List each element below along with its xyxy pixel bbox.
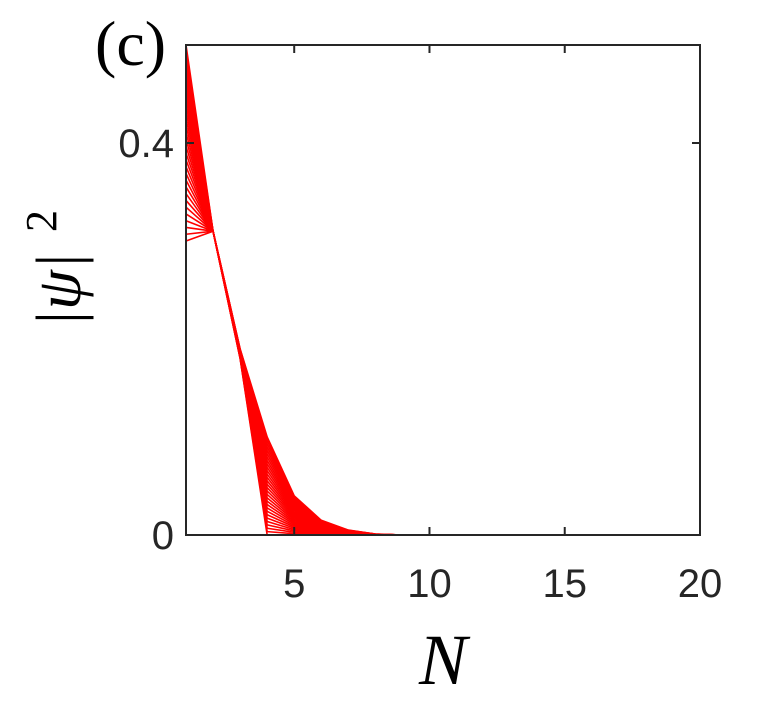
y-tick-label: 0	[152, 514, 174, 558]
x-tick-label: 10	[407, 562, 452, 606]
ticks-group	[186, 45, 701, 536]
tick-labels: 5 10 15 20 0 0.4	[118, 122, 722, 606]
y-axis-label-base: |ψ|	[23, 253, 94, 328]
x-tick-label: 5	[283, 562, 305, 606]
plot-box	[185, 44, 701, 536]
panel-label: (c)	[95, 8, 166, 79]
y-axis-label-exponent: 2	[17, 210, 66, 232]
y-axis-label: |ψ| 2	[17, 210, 94, 327]
y-tick-label: 0.4	[118, 122, 174, 166]
x-axis-label: N	[418, 620, 471, 700]
x-tick-label: 15	[542, 562, 587, 606]
x-tick-label: 20	[678, 562, 723, 606]
